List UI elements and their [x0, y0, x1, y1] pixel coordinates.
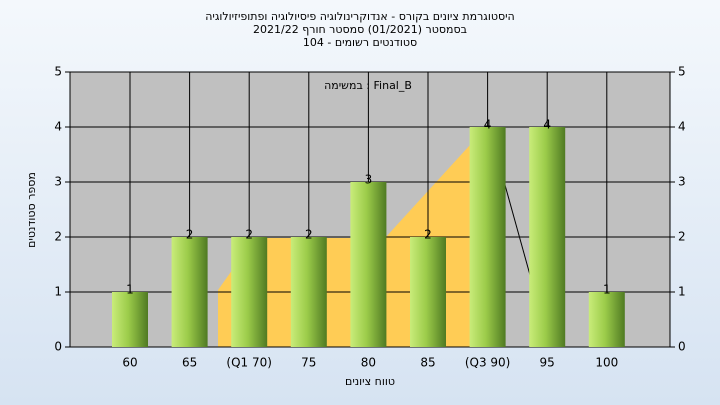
value-label: 1: [603, 283, 611, 297]
x-axis-label: טווח ציונים: [345, 375, 395, 388]
value-label: 2: [186, 228, 194, 242]
value-label: 4: [484, 118, 492, 132]
bar: [112, 292, 148, 347]
bar: [588, 292, 625, 347]
y-tick-label: 0: [54, 340, 62, 354]
y-tick-label: 1: [54, 285, 62, 299]
chart-subtitle: בסמסטר (01/2021) סמסטר חורף 2021/22: [253, 23, 467, 36]
value-label: 1: [126, 283, 134, 297]
x-tick-label: 65: [182, 356, 197, 370]
y2-tick-label: 4: [678, 120, 686, 134]
bar: [171, 237, 208, 347]
y-tick-label: 3: [54, 175, 62, 189]
y-tick-label: 2: [54, 230, 62, 244]
bar: [350, 182, 387, 347]
range-line: [504, 184, 531, 276]
x-tick-label: (Q1 70): [226, 356, 272, 370]
quartile-area: [218, 145, 470, 347]
x-tick-label: 60: [122, 356, 137, 370]
y2-tick-label: 1: [678, 285, 686, 299]
bar: [231, 237, 268, 347]
y2-tick-label: 2: [678, 230, 686, 244]
x-tick-label: 85: [420, 356, 435, 370]
x-tick-label: 80: [361, 356, 376, 370]
x-tick-label: 100: [595, 356, 618, 370]
y-tick-label: 4: [54, 120, 62, 134]
value-label: 2: [245, 228, 253, 242]
x-tick-label: (Q3 90): [465, 356, 511, 370]
bar: [290, 237, 327, 347]
x-tick-label: 75: [301, 356, 316, 370]
bar: [410, 237, 446, 347]
value-label: 2: [424, 228, 432, 242]
chart-subtitle: סטודנטים רשומים - 104: [303, 36, 417, 49]
bar: [469, 127, 506, 347]
y2-tick-label: 0: [678, 340, 686, 354]
chart-title: היסטוגרמת ציונים בקורס - אנדוקרינולוגיה …: [205, 10, 515, 23]
value-label: 4: [543, 118, 551, 132]
y-axis-label: מספר סטודנטים: [25, 172, 38, 248]
value-label: 3: [365, 173, 373, 187]
y2-tick-label: 3: [678, 175, 686, 189]
y2-tick-label: 5: [678, 65, 686, 79]
x-tick-label: 95: [540, 356, 555, 370]
y-tick-label: 5: [54, 65, 62, 79]
value-label: 2: [305, 228, 313, 242]
bar: [529, 127, 566, 347]
